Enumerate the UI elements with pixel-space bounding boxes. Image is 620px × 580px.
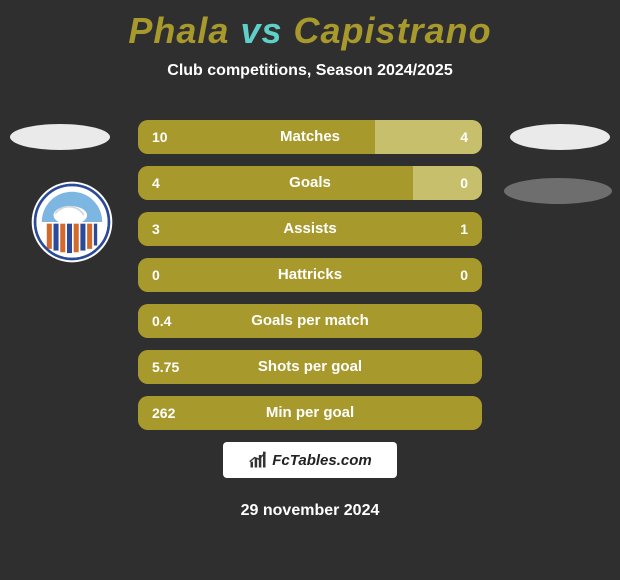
stat-row: 40Goals: [138, 166, 482, 200]
stat-label: Matches: [138, 120, 482, 154]
stat-label: Assists: [138, 212, 482, 246]
stat-row: 00Hattricks: [138, 258, 482, 292]
logo-text: FcTables.com: [272, 452, 371, 469]
stat-label: Goals: [138, 166, 482, 200]
stat-bars: 104Matches 40Goals 31Assists 00Hattricks 0.4…: [138, 120, 482, 442]
player1-name: Phala: [128, 10, 229, 51]
date: 29 november 2024: [0, 502, 620, 520]
stat-label: Goals per match: [138, 304, 482, 338]
stat-row: 5.75Shots per goal: [138, 350, 482, 384]
stat-label: Hattricks: [138, 258, 482, 292]
stat-row: 262Min per goal: [138, 396, 482, 430]
stat-row: 31Assists: [138, 212, 482, 246]
comparison-card: Phala vs Capistrano Club competitions, S…: [0, 0, 620, 580]
title: Phala vs Capistrano: [0, 0, 620, 52]
player2-placeholder-badge: [510, 124, 610, 150]
player1-club-crest-icon: [30, 180, 114, 264]
chart-icon: [248, 450, 268, 470]
stat-label: Min per goal: [138, 396, 482, 430]
player1-placeholder-badge: [10, 124, 110, 150]
fctables-logo: FcTables.com: [223, 442, 397, 478]
subtitle: Club competitions, Season 2024/2025: [0, 62, 620, 80]
stat-label: Shots per goal: [138, 350, 482, 384]
vs-text: vs: [240, 10, 282, 51]
player2-club-placeholder: [504, 178, 612, 204]
stat-row: 104Matches: [138, 120, 482, 154]
player2-name: Capistrano: [294, 10, 492, 51]
stat-row: 0.4Goals per match: [138, 304, 482, 338]
